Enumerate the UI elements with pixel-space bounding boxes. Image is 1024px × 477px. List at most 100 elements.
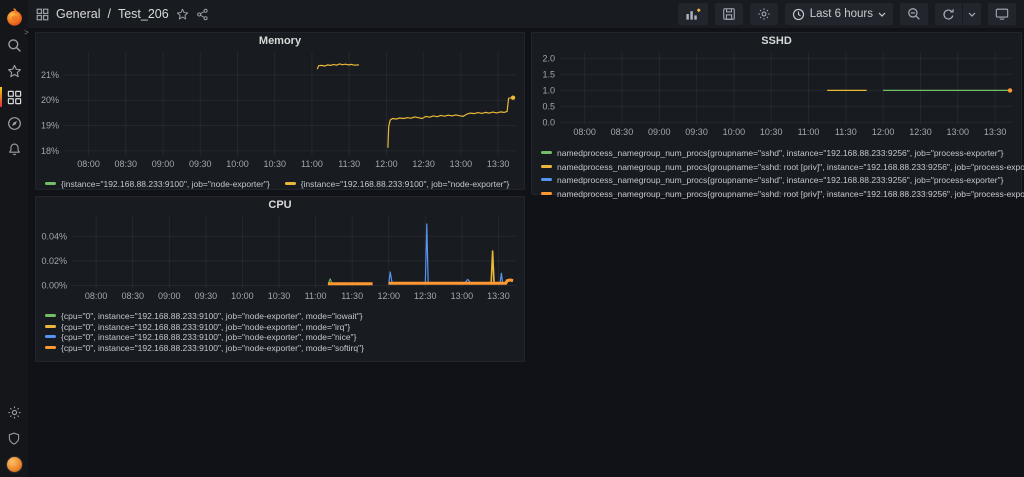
- sshd-panel: SSHD 08:00 08:30 09:00 09:30 10:00 10:30 11:00…: [531, 32, 1024, 199]
- time-range-picker[interactable]: Last 6 hours: [784, 3, 893, 25]
- legend-series-color-dash: [45, 314, 56, 318]
- legend-series-color-dash: [45, 335, 56, 339]
- breadcrumb-folder[interactable]: General: [56, 7, 101, 21]
- share-dashboard-button[interactable]: [196, 8, 209, 21]
- legend-series-label: {cpu="0", instance="192.168.88.233:9100"…: [61, 332, 357, 342]
- sidebar-item-home[interactable]: [0, 2, 28, 32]
- sshd-panel-title[interactable]: SSHD: [761, 35, 792, 47]
- svg-text:0.5: 0.5: [542, 101, 555, 111]
- legend-series-color-dash: [541, 191, 552, 195]
- breadcrumb-separator: /: [107, 7, 111, 21]
- svg-text:20%: 20%: [41, 95, 59, 105]
- svg-text:11:00: 11:00: [798, 127, 820, 137]
- sidebar-item-explore[interactable]: [0, 110, 28, 136]
- legend-series-color-dash: [284, 182, 296, 186]
- breadcrumb: General / Test_206: [36, 7, 209, 21]
- zoom-out-time-button[interactable]: [900, 3, 928, 25]
- svg-text:08:00: 08:00: [573, 127, 596, 137]
- legend-series-label: namedprocess_namegroup_num_procs{groupna…: [557, 175, 1004, 185]
- refresh-button-group: [935, 3, 981, 25]
- refresh-icon: [942, 8, 955, 21]
- svg-text:0.04%: 0.04%: [41, 231, 67, 241]
- search-icon: [7, 38, 22, 53]
- legend-series-color-dash: [541, 164, 552, 168]
- svg-text:18%: 18%: [41, 146, 59, 156]
- save-dashboard-button[interactable]: [714, 3, 743, 25]
- sidebar-item-server-admin[interactable]: [0, 425, 28, 451]
- dashboard-canvas: Memory 08:00 08:30 09:00 09:30 10:00 10:30 11:…: [28, 28, 1024, 477]
- sidebar-item-dashboards[interactable]: [0, 84, 28, 110]
- legend-series-color-dash: [45, 324, 56, 328]
- svg-text:12:00: 12:00: [377, 291, 400, 301]
- zoom-out-icon: [907, 7, 921, 21]
- legend-item[interactable]: namedprocess_namegroup_num_procs{groupna…: [541, 174, 1021, 188]
- svg-text:08:30: 08:30: [121, 291, 144, 301]
- dashboard-settings-button[interactable]: [749, 3, 778, 25]
- svg-text:0.02%: 0.02%: [41, 256, 67, 266]
- refresh-interval-button[interactable]: [963, 3, 981, 25]
- svg-text:13:30: 13:30: [487, 159, 510, 169]
- refresh-dashboard-button[interactable]: [935, 3, 962, 25]
- clock-icon: [792, 8, 805, 21]
- cpu-chart[interactable]: 08:00 08:30 09:00 09:30 10:00 10:30 11:00 11:30…: [36, 213, 524, 308]
- legend-series-label: namedprocess_namegroup_num_procs{groupna…: [557, 188, 1024, 199]
- grafana-logo: [5, 7, 24, 27]
- dashboards-icon: [7, 90, 22, 105]
- legend-item[interactable]: {cpu="0", instance="192.168.88.233:9100"…: [45, 322, 524, 333]
- svg-text:08:30: 08:30: [115, 159, 138, 169]
- cycle-view-mode-button[interactable]: [988, 3, 1016, 25]
- sidebar-item-alerting[interactable]: [0, 136, 28, 162]
- svg-text:10:00: 10:00: [723, 127, 746, 137]
- cpu-panel: CPU 08:00 08:30 09:00 09:30 10:00 10:30 11:00 1…: [35, 196, 525, 362]
- legend-series-label: {cpu="0", instance="192.168.88.233:9100"…: [61, 342, 364, 353]
- legend-item[interactable]: namedprocess_namegroup_num_procs{groupna…: [541, 188, 1024, 202]
- svg-text:1.5: 1.5: [542, 69, 555, 79]
- legend-item[interactable]: {cpu="0", instance="192.168.88.233:9100"…: [45, 343, 524, 354]
- time-range-label: Last 6 hours: [809, 8, 873, 20]
- svg-text:12:00: 12:00: [375, 159, 398, 169]
- monitor-icon: [995, 7, 1009, 21]
- sidebar-item-search[interactable]: [0, 32, 28, 58]
- legend-item[interactable]: {cpu="0", instance="192.168.88.233:9100"…: [45, 332, 524, 343]
- legend-series-color-dash: [541, 151, 552, 155]
- svg-text:10:30: 10:30: [760, 127, 783, 137]
- svg-text:13:30: 13:30: [487, 291, 510, 301]
- legend-item[interactable]: {instance="192.168.88.233:9100", job="no…: [284, 179, 509, 189]
- star-icon: [7, 64, 22, 79]
- memory-chart[interactable]: 08:00 08:30 09:00 09:30 10:00 10:30 11:00 11:30…: [36, 49, 524, 176]
- user-avatar: [5, 455, 23, 473]
- svg-text:08:00: 08:00: [85, 291, 108, 301]
- svg-text:12:30: 12:30: [414, 291, 437, 301]
- svg-text:11:30: 11:30: [341, 291, 363, 301]
- sidebar-expand-chevron[interactable]: >: [24, 28, 29, 37]
- add-panel-button[interactable]: [677, 3, 708, 25]
- caret-down-icon: [878, 12, 886, 17]
- legend-series-label: namedprocess_namegroup_num_procs{groupna…: [557, 148, 1004, 158]
- breadcrumb-dashboard-title: Test_206: [117, 7, 169, 21]
- star-dashboard-button[interactable]: [176, 8, 189, 21]
- svg-text:12:30: 12:30: [909, 127, 932, 137]
- svg-text:09:00: 09:00: [648, 127, 671, 137]
- legend-item[interactable]: namedprocess_namegroup_num_procs{groupna…: [541, 147, 1021, 161]
- legend-item[interactable]: {cpu="0", instance="192.168.88.233:9100"…: [45, 311, 524, 322]
- sshd-chart[interactable]: 08:00 08:30 09:00 09:30 10:00 10:30 11:00 11:30…: [532, 49, 1021, 144]
- sidebar-item-configuration[interactable]: [0, 399, 28, 425]
- save-dashboard-icon: [722, 7, 736, 21]
- sidebar-item-starred[interactable]: [0, 58, 28, 84]
- svg-text:11:00: 11:00: [301, 159, 323, 169]
- legend-item[interactable]: {instance="192.168.88.233:9100", job="no…: [45, 179, 270, 189]
- svg-text:10:00: 10:00: [231, 291, 254, 301]
- gear-icon: [7, 405, 22, 420]
- svg-text:13:30: 13:30: [984, 127, 1007, 137]
- svg-text:09:30: 09:30: [195, 291, 218, 301]
- sidebar-item-profile[interactable]: [0, 451, 28, 477]
- apps-grid-icon[interactable]: [36, 8, 49, 21]
- legend-item[interactable]: namedprocess_namegroup_num_procs{groupna…: [541, 161, 1024, 175]
- cpu-panel-title[interactable]: CPU: [268, 199, 292, 211]
- legend-series-label: {cpu="0", instance="192.168.88.233:9100"…: [61, 311, 363, 321]
- memory-panel-title[interactable]: Memory: [258, 35, 302, 47]
- explore-compass-icon: [7, 116, 22, 131]
- svg-text:08:00: 08:00: [77, 159, 100, 169]
- legend-series-color-dash: [541, 178, 552, 182]
- svg-text:12:30: 12:30: [412, 159, 435, 169]
